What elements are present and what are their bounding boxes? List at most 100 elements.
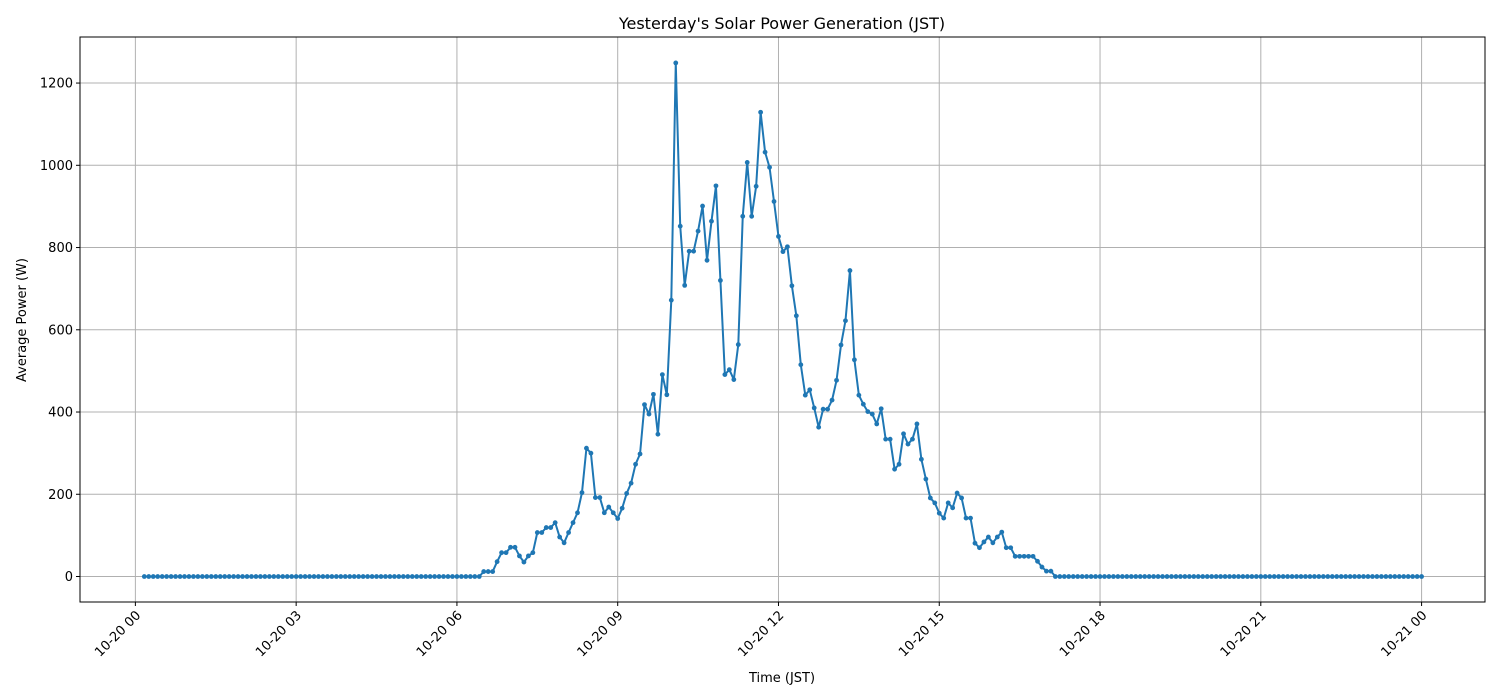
data-point [628,480,634,486]
data-point [1066,574,1072,579]
data-point [387,574,393,579]
data-point [914,421,920,427]
data-point [1021,553,1027,559]
data-point [1061,574,1067,579]
data-point [1017,553,1023,559]
data-point [718,278,723,283]
data-point [302,574,308,579]
x-axis-ticks: 10-20 00 10-20 03 10-20 06 10-20 09 10-20 12… [92,602,1430,660]
data-point [700,203,705,209]
data-point [1419,574,1424,579]
data-point [316,574,321,579]
x-tick-label: 10-20 12 [735,608,787,660]
data-point [1285,574,1290,579]
data-point [293,574,299,579]
data-point [1320,574,1326,579]
data-point [463,574,469,579]
data-point [874,421,880,427]
power-line [144,61,1422,578]
y-tick-label: 800 [48,241,73,256]
data-point [923,476,929,482]
data-point [883,436,889,442]
data-point [360,574,366,579]
data-point [990,540,996,546]
data-point [253,574,259,579]
data-point [1312,574,1317,579]
y-tick-label: 600 [48,323,73,338]
y-tick-label: 1200 [40,77,73,92]
data-point [579,490,585,496]
data-point [677,223,683,229]
data-point [1003,545,1009,551]
x-tick-label: 10-20 15 [896,608,948,660]
data-point [668,297,674,303]
data-point [932,500,938,506]
data-point [191,574,196,579]
data-point [499,550,504,556]
data-point [1137,574,1143,579]
data-point [646,411,652,417]
data-point [1128,574,1134,579]
data-point [941,515,947,521]
data-point [566,530,571,535]
data-point [1267,574,1273,579]
data-point [1347,574,1353,579]
data-point [557,534,563,540]
data-point [776,234,781,239]
data-point [1070,574,1076,579]
data-point [1231,574,1237,579]
data-point [606,504,612,510]
data-point [1222,574,1228,579]
data-point [530,550,536,556]
data-point [356,574,362,579]
data-point [771,199,777,204]
data-point [208,574,214,579]
data-point [1396,574,1402,579]
x-tick-label: 10-20 03 [253,608,305,660]
data-point [369,574,375,579]
data-point [1271,574,1277,579]
data-point [588,450,594,456]
data-point [320,574,326,579]
data-point [1173,574,1179,579]
data-point [735,342,741,347]
data-point [811,405,817,411]
data-point [1057,574,1063,579]
data-point [1294,574,1299,579]
data-point [262,574,268,579]
data-point [383,574,388,579]
data-point [472,574,478,579]
data-point [878,406,884,412]
data-point [284,574,290,579]
x-tick-label: 10-21 00 [1378,608,1430,660]
data-point [1401,574,1407,579]
data-point [476,574,482,579]
data-point [695,228,701,234]
data-point [673,60,679,66]
data-point [852,357,857,363]
data-point [423,574,429,579]
data-point [141,574,147,579]
data-point [945,500,951,506]
data-point [1035,558,1040,564]
data-point [177,574,183,579]
data-point [1155,574,1161,579]
data-point [311,574,317,579]
data-point [249,574,254,579]
data-point [1236,574,1241,579]
data-point [525,553,531,559]
x-tick-label: 10-20 06 [414,608,466,660]
data-point [1258,574,1264,579]
data-point [709,218,714,224]
data-point [999,529,1005,535]
data-point [575,510,580,516]
data-point [749,213,755,219]
data-point [244,574,250,579]
data-point [213,574,219,579]
data-point [1392,574,1398,579]
data-point [610,510,616,516]
data-point [762,149,768,155]
data-point [1169,574,1174,579]
data-point [441,574,446,579]
data-point [1030,553,1036,559]
